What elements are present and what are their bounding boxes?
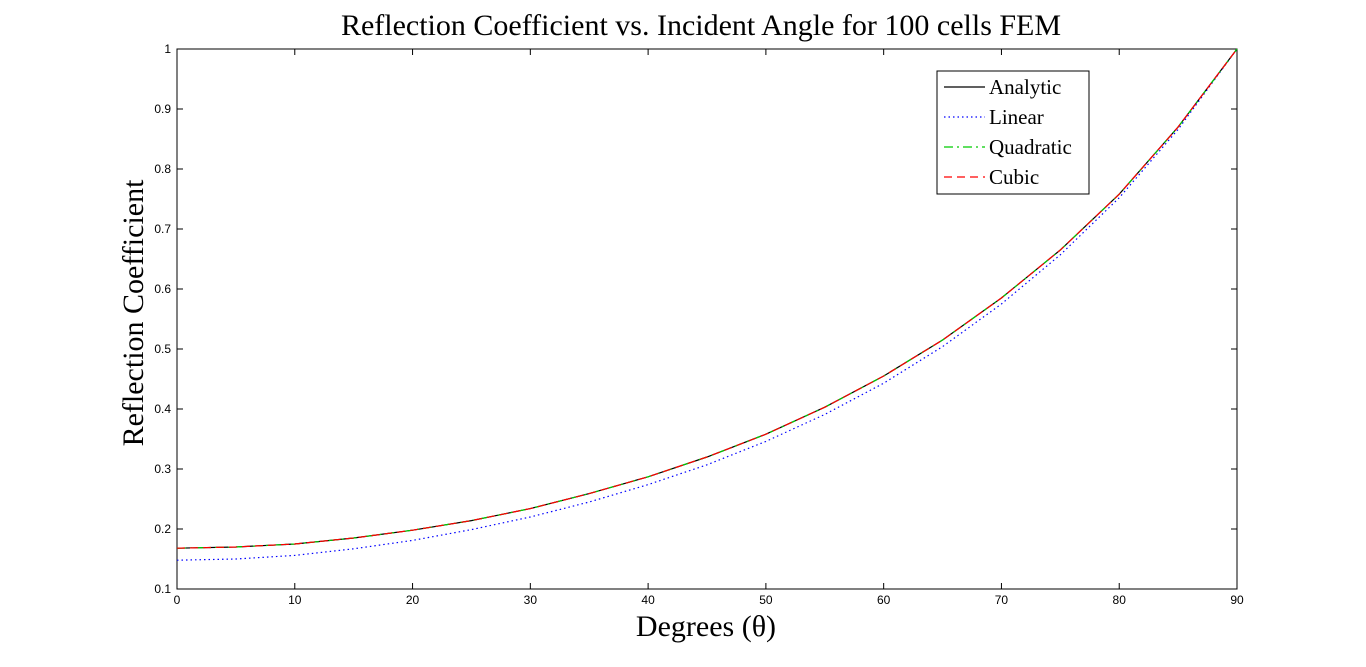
x-axis-label: Degrees (θ) <box>636 610 776 643</box>
legend-label-analytic: Analytic <box>989 75 1061 99</box>
legend-label-quadratic: Quadratic <box>989 135 1072 159</box>
x-tick-label: 0 <box>174 593 181 607</box>
y-tick-label: 0.4 <box>154 402 171 416</box>
y-tick-label: 0.2 <box>154 522 171 536</box>
x-tick-label: 60 <box>877 593 891 607</box>
x-tick-label: 50 <box>759 593 773 607</box>
legend: Analytic Linear Quadratic Cubic <box>936 70 1090 195</box>
legend-box <box>936 70 1090 195</box>
y-tick-label: 0.9 <box>154 102 171 116</box>
x-tick-label: 70 <box>995 593 1009 607</box>
x-tick-label: 30 <box>524 593 538 607</box>
x-tick-label: 90 <box>1230 593 1244 607</box>
x-tick-label: 40 <box>641 593 655 607</box>
axis-ticks: 0 10 20 30 40 50 60 70 80 90 0.1 0.2 0.3 0.4 0.5 0.6 0.7… <box>154 42 1244 607</box>
series-line-linear <box>176 48 1238 561</box>
x-tick-label: 80 <box>1113 593 1127 607</box>
legend-label-cubic: Cubic <box>989 165 1039 189</box>
y-tick-label: 0.5 <box>154 342 171 356</box>
y-tick-label: 0.7 <box>154 222 171 236</box>
y-tick-label: 0.3 <box>154 462 171 476</box>
series-lines <box>176 48 1238 561</box>
y-tick-label: 0.6 <box>154 282 171 296</box>
y-axis-label: Reflection Coefficient <box>117 179 150 447</box>
chart-title: Reflection Coefficient vs. Incident Angl… <box>341 9 1061 42</box>
series-line-cubic <box>176 48 1238 549</box>
x-tick-label: 20 <box>406 593 420 607</box>
y-tick-label: 1 <box>164 42 171 56</box>
y-tick-label: 0.1 <box>154 582 171 596</box>
y-tick-label: 0.8 <box>154 162 171 176</box>
legend-label-linear: Linear <box>989 105 1044 129</box>
x-tick-label: 10 <box>288 593 302 607</box>
